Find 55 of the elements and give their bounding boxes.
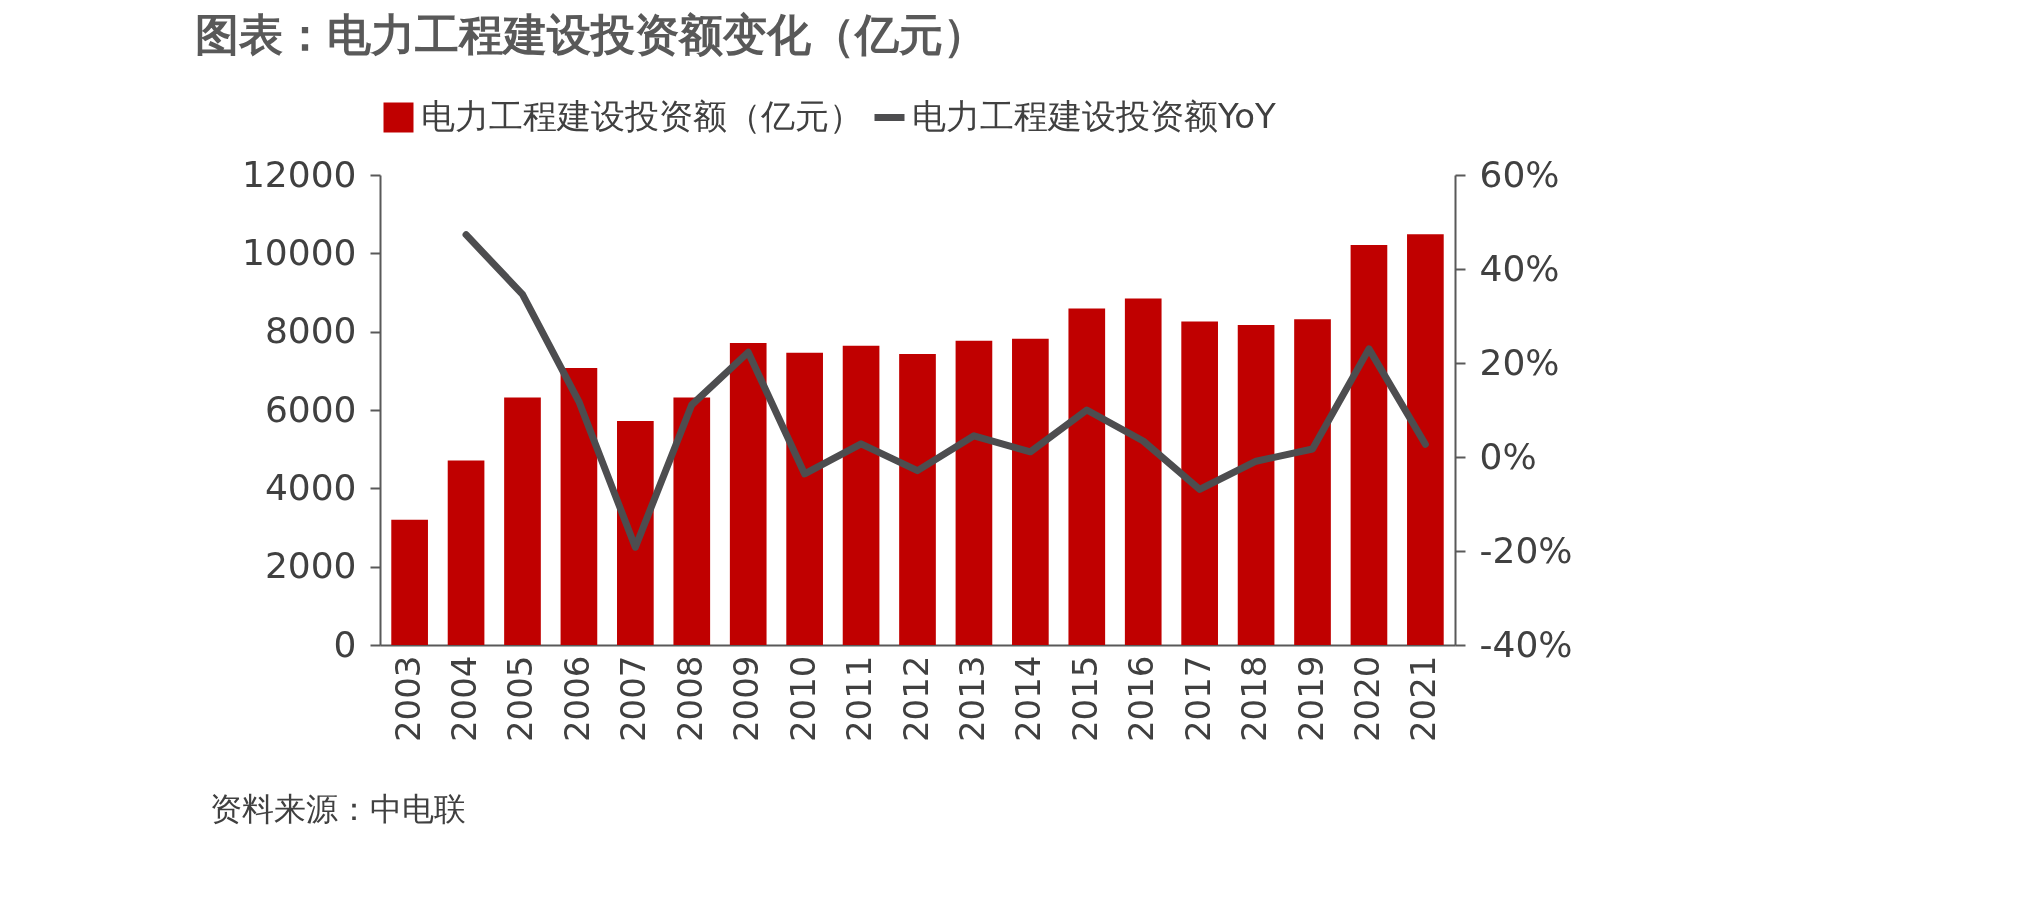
bar	[447, 460, 485, 645]
x-tick-label: 2016	[1121, 655, 1162, 743]
y-tick-label: 0	[333, 623, 357, 665]
x-tick-label: 2015	[1064, 655, 1105, 743]
x-tick-label: 2012	[895, 655, 936, 743]
legend-label: 电力工程建设投资额YoY	[912, 95, 1277, 136]
y2-tick-label: 20%	[1479, 341, 1560, 383]
x-tick-label: 2007	[613, 655, 654, 743]
y-tick-label: 6000	[264, 388, 357, 430]
bar	[786, 352, 823, 645]
x-tick-label: 2006	[556, 655, 597, 743]
bar	[1350, 245, 1388, 645]
y-tick-label: 4000	[264, 466, 357, 508]
y2-tick-label: 0%	[1479, 435, 1537, 477]
y-tick-label: 2000	[264, 545, 357, 587]
bar	[899, 353, 936, 645]
y-tick-label: 12000	[241, 153, 357, 195]
y-tick-label: 10000	[241, 231, 357, 273]
y-tick-label: 8000	[264, 310, 357, 352]
bar	[1181, 321, 1218, 645]
bar	[1124, 298, 1162, 645]
chart-title: 图表：电力工程建设投资额变化（亿元）	[195, 9, 987, 60]
x-tick-label: 2020	[1346, 655, 1387, 743]
bar	[560, 368, 598, 645]
bar	[504, 397, 541, 645]
bar	[955, 340, 993, 645]
x-tick-label: 2009	[726, 655, 767, 743]
x-tick-label: 2013	[951, 655, 992, 743]
x-tick-label: 2003	[387, 655, 428, 743]
bar	[842, 345, 880, 645]
y2-tick-label: -20%	[1479, 529, 1573, 571]
x-tick-label: 2021	[1403, 655, 1444, 743]
x-tick-label: 2005	[500, 655, 541, 743]
y2-tick-label: 40%	[1479, 247, 1560, 289]
x-tick-label: 2008	[669, 655, 710, 743]
x-tick-label: 2014	[1008, 655, 1049, 743]
bar	[617, 420, 654, 645]
bar	[673, 397, 711, 645]
legend-label: 电力工程建设投资额（亿元）	[421, 95, 863, 136]
x-tick-label: 2010	[782, 655, 823, 743]
x-tick-label: 2004	[444, 655, 485, 743]
x-tick-label: 2018	[1234, 655, 1275, 743]
bar	[1407, 234, 1444, 645]
x-tick-label: 2011	[839, 655, 880, 743]
bar	[1012, 338, 1049, 645]
bar	[1294, 319, 1331, 645]
bar	[729, 343, 767, 645]
bar	[1068, 308, 1106, 645]
bar	[391, 519, 428, 645]
text: 资料来源：中电联	[210, 790, 466, 828]
y2-tick-label: -40%	[1479, 623, 1573, 665]
y2-tick-label: 60%	[1479, 153, 1560, 195]
x-tick-label: 2017	[1177, 655, 1218, 743]
bar	[1237, 325, 1275, 645]
x-tick-label: 2019	[1290, 655, 1331, 743]
